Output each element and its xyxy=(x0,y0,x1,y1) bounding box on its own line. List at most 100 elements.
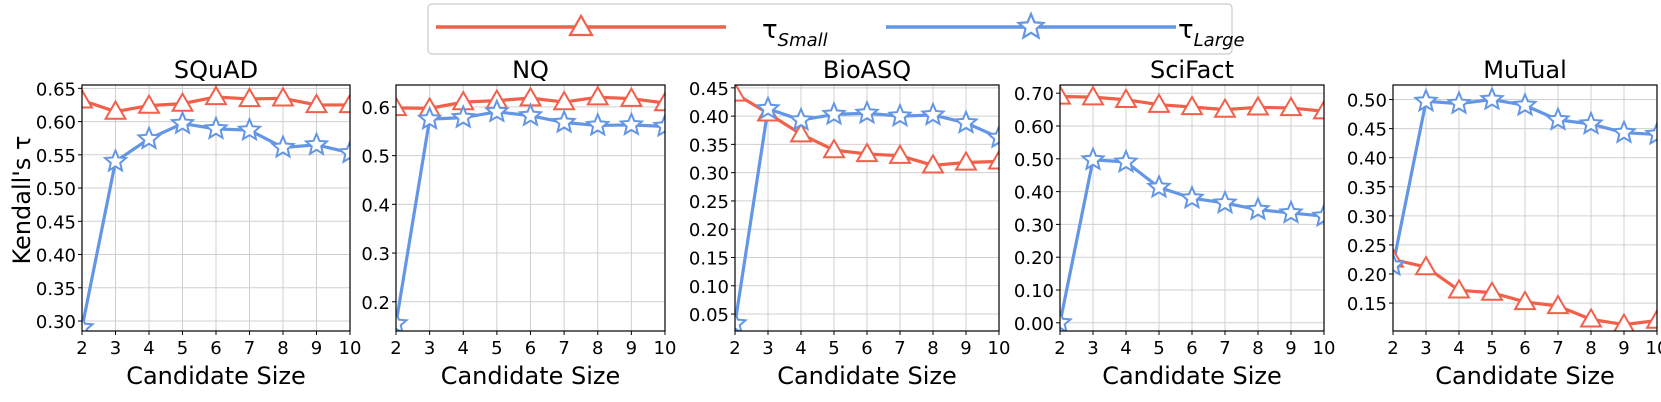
x-tick-label: 3 xyxy=(1420,338,1431,359)
x-tick-label: 7 xyxy=(1219,338,1230,359)
y-tick-label: 0.30 xyxy=(1014,215,1054,236)
data-point-large xyxy=(82,314,95,331)
x-tick-label: 3 xyxy=(762,338,773,359)
legend-marker-large xyxy=(1015,11,1047,40)
panel-title: SciFact xyxy=(1150,56,1234,84)
legend-label-small: τSmall xyxy=(762,15,828,51)
x-tick-label: 6 xyxy=(1186,338,1197,359)
x-tick-label: 5 xyxy=(1486,338,1497,359)
x-tick-label: 10 xyxy=(1313,338,1336,359)
panels: 0.300.350.400.450.500.550.600.652 3 4 5 6 7 8 9… xyxy=(36,56,1661,390)
legend-label-small-sub: Small xyxy=(778,30,828,51)
data-point-small xyxy=(822,138,846,159)
y-tick-label: 0.20 xyxy=(1014,248,1054,269)
panel-title: BioASQ xyxy=(823,56,911,84)
data-point-small xyxy=(855,142,879,163)
plot-area xyxy=(396,85,665,331)
x-tick-label: 2 xyxy=(1054,338,1065,359)
y-tick-label: 0.50 xyxy=(36,179,76,200)
x-tick-label: 2 xyxy=(729,338,740,359)
x-tick-label: 5 xyxy=(828,338,839,359)
x-tick-label: 9 xyxy=(1618,338,1629,359)
data-point-small xyxy=(396,95,408,117)
data-point-small xyxy=(1414,255,1438,276)
y-tick-label: 0.10 xyxy=(689,277,729,298)
data-point-large xyxy=(483,98,510,123)
data-point-small xyxy=(1060,85,1072,105)
data-point-large xyxy=(203,115,229,140)
data-point-large xyxy=(1060,309,1073,331)
data-point-small xyxy=(1447,278,1471,299)
data-point-small xyxy=(1279,96,1303,117)
legend-label-large-sub: Large xyxy=(1194,30,1245,51)
x-tick-label: 9 xyxy=(626,338,637,359)
data-point-small xyxy=(1312,99,1324,120)
panel-title: SQuAD xyxy=(174,56,258,84)
data-point-large xyxy=(986,123,999,149)
y-tick-label: 0.25 xyxy=(1347,236,1387,257)
data-point-large xyxy=(551,108,578,134)
data-point-large xyxy=(887,102,913,128)
data-point-large xyxy=(102,147,129,173)
data-point-small xyxy=(1613,312,1635,331)
data-point-large xyxy=(1311,202,1324,228)
data-point-large xyxy=(735,310,748,331)
data-point-small xyxy=(987,149,999,170)
data-point-large xyxy=(1446,90,1472,115)
y-tick-label: 0.30 xyxy=(36,312,76,333)
plot-area xyxy=(1060,85,1324,331)
y-tick-label: 0.20 xyxy=(689,220,729,241)
y-tick-label: 0.15 xyxy=(1347,294,1387,315)
data-point-large xyxy=(1545,106,1571,131)
x-tick-label: 8 xyxy=(1252,338,1263,359)
y-tick-label: 0.15 xyxy=(689,248,729,269)
data-point-small xyxy=(586,85,610,106)
data-point-small xyxy=(619,86,644,107)
data-point-small xyxy=(271,86,295,107)
x-tick-label: 2 xyxy=(390,338,401,359)
y-tick-label: 0.25 xyxy=(689,192,729,213)
data-point-small xyxy=(1081,85,1105,106)
y-tick-label: 0.2 xyxy=(361,293,390,314)
y-tick-label: 0.35 xyxy=(689,135,729,156)
x-axis-label: Candidate Size xyxy=(126,362,306,390)
legend-label-large-tau: τ xyxy=(1178,15,1194,45)
x-axis-label: Candidate Size xyxy=(1435,362,1615,390)
data-point-small xyxy=(653,91,665,112)
y-tick-label: 0.4 xyxy=(361,195,390,216)
data-point-small xyxy=(1114,87,1138,108)
y-tick-label: 0.30 xyxy=(689,164,729,185)
data-point-large xyxy=(755,95,781,120)
x-tick-label: 10 xyxy=(1646,338,1661,359)
legend: τSmall τLarge xyxy=(427,3,1245,55)
data-point-large xyxy=(450,104,477,129)
y-tick-label: 0.6 xyxy=(361,98,390,119)
panel-scifact: 0.00 0.10 0.20 0.30 0.40 0.50 0.60 0.70 2 3 4 5 6 7 8 9… xyxy=(1014,56,1336,390)
data-point-large xyxy=(652,112,665,138)
axes-frame xyxy=(734,84,1000,332)
data-point-large xyxy=(1413,87,1439,113)
data-point-large xyxy=(1393,251,1406,277)
x-tick-label: 3 xyxy=(1087,338,1098,359)
x-tick-label: 7 xyxy=(894,338,905,359)
data-point-small xyxy=(103,99,128,120)
x-tick-label: 3 xyxy=(424,338,435,359)
y-tick-label: 0.20 xyxy=(1347,265,1387,286)
data-point-small xyxy=(1546,294,1570,315)
legend-label-large: τLarge xyxy=(1178,15,1245,51)
data-point-large xyxy=(920,101,946,126)
x-tick-label: 6 xyxy=(210,338,221,359)
panel-nq: 0.2 0.3 0.4 0.5 0.6 2 3 4 5 6 7 8 9 10 Candidate Size N… xyxy=(361,56,676,390)
data-point-large xyxy=(1146,173,1172,199)
panel-title: MuTual xyxy=(1483,56,1567,84)
y-tick-label: 0.50 xyxy=(1347,91,1387,112)
data-point-small xyxy=(338,93,350,114)
x-tick-label: 4 xyxy=(795,338,806,359)
y-tick-label: 0.40 xyxy=(36,246,76,267)
y-tick-label: 0.00 xyxy=(1014,314,1054,335)
data-point-large xyxy=(1611,119,1637,144)
plot-area xyxy=(82,85,350,331)
data-point-large xyxy=(416,105,443,131)
data-point-large xyxy=(1179,184,1205,210)
